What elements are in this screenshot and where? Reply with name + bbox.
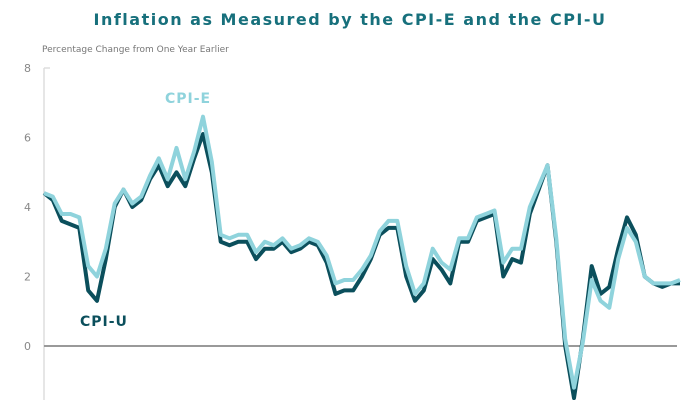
cpi-u-label: CPI-U	[80, 314, 128, 330]
y-tick-label: 0	[24, 340, 31, 353]
y-tick-label: 8	[24, 62, 31, 75]
y-tick-label: 2	[24, 271, 31, 284]
cpi-e-line	[43, 114, 681, 390]
y-tick-label: 4	[24, 201, 31, 214]
cpi-e-label: CPI-E	[165, 91, 211, 107]
y-axis-label: Percentage Change from One Year Earlier	[42, 45, 229, 55]
y-tick-label: 6	[24, 132, 31, 145]
chart-title: Inflation as Measured by the CPI-E and t…	[93, 10, 607, 29]
